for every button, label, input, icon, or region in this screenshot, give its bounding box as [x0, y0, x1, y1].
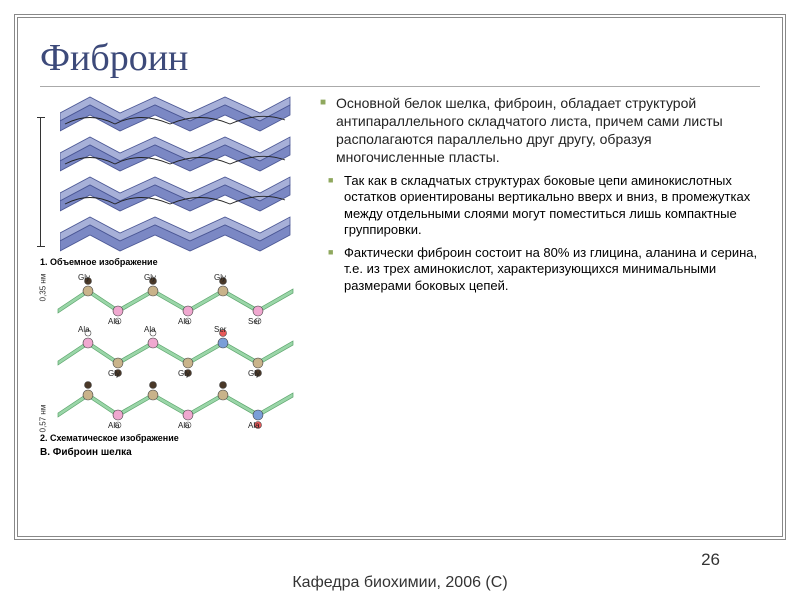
chain-stack: Gly Gly Gly Ala Ala Ser	[56, 275, 310, 431]
bullet-main: Основной белок шелка, фиброин, обладает …	[320, 95, 760, 167]
chain-scale-labels: 0,35 нм 0,57 нм	[36, 283, 50, 423]
page-number: 26	[701, 550, 720, 570]
content-row: 1. Объемное изображение 0,35 нм 0,57 нм	[40, 95, 760, 458]
figure-column: 1. Объемное изображение 0,35 нм 0,57 нм	[40, 95, 310, 458]
text-column: Основной белок шелка, фиброин, обладает …	[320, 95, 760, 458]
chain-row-2: Ala Ala Ser Gly Gly Gly	[56, 327, 310, 379]
chain-diagram: 0,35 нм 0,57 нм	[40, 275, 310, 431]
bullet-list: Основной белок шелка, фиброин, обладает …	[320, 95, 760, 167]
chain-row-3: Ala Ala Ala	[56, 379, 310, 431]
scale-label-1: 0,35 нм	[39, 274, 48, 302]
bullet-sub-2: Фактически фиброин состоит на 80% из гли…	[320, 245, 760, 295]
scale-bar-3d	[40, 117, 52, 247]
sheet-row-1	[60, 95, 310, 135]
sheet-row-3	[60, 175, 310, 215]
sheet-row-4	[60, 215, 310, 255]
footer-text: Кафедра биохимии, 2006 (С)	[0, 574, 800, 592]
bullet-sub-1: Так как в складчатых структурах боковые …	[320, 173, 760, 239]
sub-bullet-list: Так как в складчатых структурах боковые …	[320, 173, 760, 295]
sheet-stack	[60, 95, 310, 255]
scale-label-2: 0,57 нм	[39, 405, 48, 433]
chain-row-1: Gly Gly Gly Ala Ala Ser	[56, 275, 310, 327]
slide-frame: Фиброин	[14, 14, 786, 540]
sheet-3d-diagram	[40, 95, 310, 255]
sheet-row-2	[60, 135, 310, 175]
figure-title: В. Фиброин шелка	[40, 447, 310, 458]
caption-2: 2. Схематическое изображение	[40, 433, 310, 443]
slide-title: Фиброин	[40, 36, 760, 87]
caption-1: 1. Объемное изображение	[40, 257, 310, 267]
